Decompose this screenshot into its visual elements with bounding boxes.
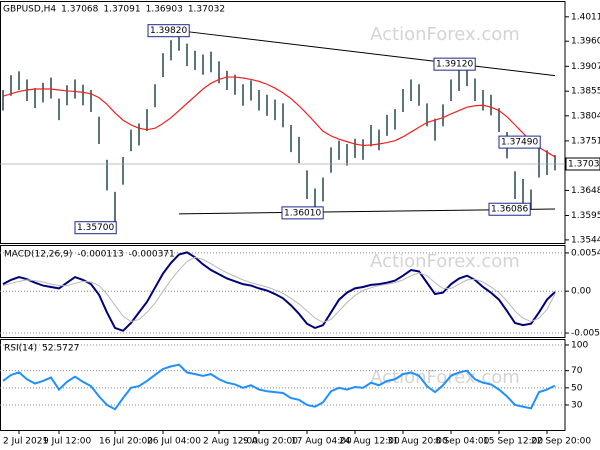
price-annotation: 1.36086 [491,205,528,215]
y-tick-label: 50 [571,383,583,393]
y-tick-label: 1.38040 [571,111,600,121]
price-annotation: 1.35700 [77,223,114,233]
header-text: 1.36903 [146,5,183,15]
x-tick-label: 2 Jul 2021 [3,437,48,447]
header-text: 1.37068 [61,5,98,15]
price-annotation: 1.36010 [284,208,321,218]
x-tick-label: 15 Sep 12:00 [483,437,543,447]
header-text: GBPUSD,H4 [3,5,56,15]
rsi-panel [0,339,566,431]
y-tick-label: 1.39075 [571,62,600,72]
x-tick-label: 8 Sep 04:00 [435,437,490,447]
price-annotation-box [488,202,531,216]
current-price-label: 1.37032 [568,160,600,170]
y-tick-label: 70 [571,366,583,376]
watermark: ActionForex.com [370,251,520,272]
y-tick-label: 1.35445 [571,235,600,245]
header-text: 1.37032 [188,5,225,15]
watermark: ActionForex.com [370,367,520,388]
indicator-line [2,256,556,323]
y-tick-label: 1.36480 [571,186,600,196]
header-text: 1.37091 [103,5,140,15]
indicator-line [2,363,556,411]
x-tick-label: 2 Aug 12:00 [203,437,258,447]
y-tick-label: 0.005419 [571,248,600,258]
price-annotation-box [74,221,117,235]
price-annotation: 1.39820 [150,26,187,36]
y-tick-label: 30 [571,400,583,410]
indicator-line [2,251,556,332]
current-price-box [565,157,600,171]
y-tick-label: 100 [571,340,588,350]
header-text: 52.5727 [42,344,79,354]
price-panel [0,1,566,244]
price-annotation: 1.37490 [501,138,538,148]
x-tick-label: 26 Jul 04:00 [147,437,201,447]
x-tick-label: 22 Sep 20:00 [531,437,591,447]
y-tick-label: 1.35955 [571,211,600,221]
price-annotation: 1.39120 [436,60,473,70]
y-tick-label: 1.39600 [571,37,600,47]
header-text: -0.000113 [77,250,123,260]
x-tick-label: 31 Aug 20:00 [387,437,448,447]
header-text: RSI(14) [4,344,37,354]
y-tick-label: 1.38555 [571,87,600,97]
price-annotation-box [147,24,190,38]
price-annotation-box [498,135,541,149]
x-tick-label: 9 Jul 12:00 [43,437,92,447]
trendline [178,30,556,77]
x-tick-label: 24 Aug 12:00 [339,437,400,447]
watermark: ActionForex.com [370,24,520,45]
x-tick-label: 17 Aug 04:00 [291,437,352,447]
indicator-line [2,76,556,158]
x-tick-label: 16 Jul 20:00 [99,437,153,447]
price-annotation-box [281,206,324,220]
header-text: -0.000371 [129,250,175,260]
price-annotation-box [433,57,476,71]
x-tick-label: 9 Aug 20:00 [243,437,298,447]
y-tick-label: 0.00 [571,287,591,297]
header-text: MACD(12,26,9) [4,250,72,260]
y-tick-label: -0.005921 [571,329,600,339]
y-tick-label: 1.40110 [571,12,600,22]
y-tick-label: 1.37515 [571,136,600,146]
